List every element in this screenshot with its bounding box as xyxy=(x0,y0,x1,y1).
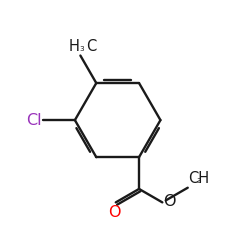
Text: O: O xyxy=(164,194,176,210)
Text: $_3$: $_3$ xyxy=(196,176,202,186)
Text: $_3$: $_3$ xyxy=(79,44,85,54)
Text: O: O xyxy=(108,205,121,220)
Text: C: C xyxy=(86,39,96,54)
Text: CH: CH xyxy=(188,172,210,186)
Text: H: H xyxy=(68,39,79,54)
Text: Cl: Cl xyxy=(26,112,42,128)
